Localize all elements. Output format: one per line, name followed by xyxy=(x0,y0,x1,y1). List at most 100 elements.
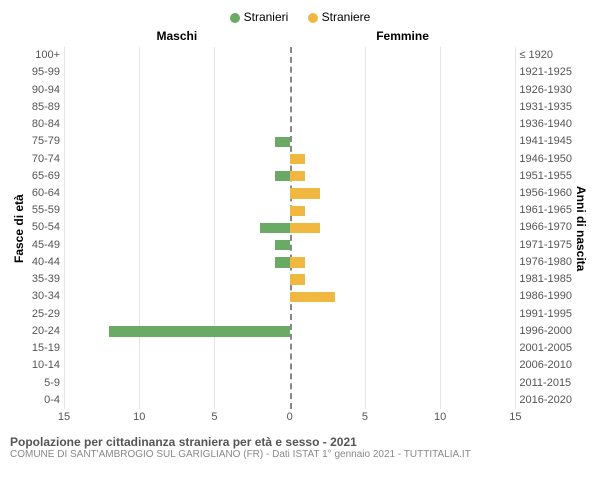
chart-source: COMUNE DI SANT'AMBROGIO SUL GARIGLIANO (… xyxy=(10,449,590,460)
age-label: 70-74 xyxy=(28,150,64,167)
pyramid-chart: Fasce di età 100+95-9990-9485-8980-8475-… xyxy=(10,29,590,429)
data-row xyxy=(64,271,515,288)
x-tick: 10 xyxy=(434,411,446,423)
age-label: 75-79 xyxy=(28,133,64,150)
birth-label: 1976-1980 xyxy=(515,254,572,271)
x-tick: 5 xyxy=(211,411,217,423)
birth-labels: ≤ 19201921-19251926-19301931-19351936-19… xyxy=(515,29,572,429)
circle-icon xyxy=(230,13,240,23)
male-bar xyxy=(109,326,290,336)
legend-female: Straniere xyxy=(308,10,371,24)
age-label: 0-4 xyxy=(28,392,64,409)
male-bar xyxy=(275,171,290,181)
birth-label: 2001-2005 xyxy=(515,340,572,357)
data-row xyxy=(64,116,515,133)
birth-label: 1981-1985 xyxy=(515,271,572,288)
birth-label: 1936-1940 xyxy=(515,116,572,133)
birth-label: 1971-1975 xyxy=(515,237,572,254)
data-row xyxy=(64,64,515,81)
female-bar xyxy=(290,223,320,233)
male-bar xyxy=(260,223,290,233)
female-bar xyxy=(290,257,305,267)
age-label: 25-29 xyxy=(28,306,64,323)
data-row xyxy=(64,392,515,409)
age-label: 80-84 xyxy=(28,116,64,133)
birth-label: 1961-1965 xyxy=(515,202,572,219)
birth-label: 2011-2015 xyxy=(515,374,572,391)
birth-label: 2016-2020 xyxy=(515,392,572,409)
data-row xyxy=(64,150,515,167)
data-row xyxy=(64,357,515,374)
birth-label: 2006-2010 xyxy=(515,357,572,374)
legend-male: Stranieri xyxy=(230,10,289,24)
data-row xyxy=(64,81,515,98)
birth-label: 1986-1990 xyxy=(515,288,572,305)
data-row xyxy=(64,168,515,185)
legend-male-label: Stranieri xyxy=(244,10,289,24)
age-label: 45-49 xyxy=(28,237,64,254)
x-tick: 0 xyxy=(287,411,293,423)
male-bar xyxy=(275,240,290,250)
male-bar xyxy=(275,137,290,147)
female-bar xyxy=(290,274,305,284)
age-label: 40-44 xyxy=(28,254,64,271)
birth-label: 1966-1970 xyxy=(515,219,572,236)
age-label: 100+ xyxy=(28,47,64,64)
age-label: 50-54 xyxy=(28,219,64,236)
x-axis: 15105051015 xyxy=(64,409,515,429)
birth-label: 1946-1950 xyxy=(515,150,572,167)
age-label: 85-89 xyxy=(28,99,64,116)
age-label: 60-64 xyxy=(28,185,64,202)
female-bar xyxy=(290,154,305,164)
male-bar xyxy=(275,257,290,267)
header-female: Femmine xyxy=(290,29,516,47)
chart-rows xyxy=(64,47,515,409)
age-labels: 100+95-9990-9485-8980-8475-7970-7465-696… xyxy=(28,29,64,429)
x-tick: 10 xyxy=(133,411,145,423)
data-row xyxy=(64,237,515,254)
legend: Stranieri Straniere xyxy=(10,10,590,24)
birth-label: 1951-1955 xyxy=(515,168,572,185)
age-label: 20-24 xyxy=(28,323,64,340)
female-bar xyxy=(290,292,335,302)
data-row xyxy=(64,323,515,340)
birth-label: 1941-1945 xyxy=(515,133,572,150)
data-row xyxy=(64,254,515,271)
x-tick: 15 xyxy=(58,411,70,423)
data-row xyxy=(64,374,515,391)
circle-icon xyxy=(308,13,318,23)
data-row xyxy=(64,99,515,116)
age-label: 55-59 xyxy=(28,202,64,219)
y-axis-right-title: Anni di nascita xyxy=(572,29,590,429)
data-row xyxy=(64,185,515,202)
female-bar xyxy=(290,171,305,181)
age-label: 65-69 xyxy=(28,168,64,185)
data-row xyxy=(64,306,515,323)
data-row xyxy=(64,340,515,357)
birth-label: 1921-1925 xyxy=(515,64,572,81)
x-tick: 5 xyxy=(362,411,368,423)
data-row xyxy=(64,219,515,236)
data-row xyxy=(64,202,515,219)
age-label: 30-34 xyxy=(28,288,64,305)
female-bar xyxy=(290,206,305,216)
age-label: 35-39 xyxy=(28,271,64,288)
chart-title: Popolazione per cittadinanza straniera p… xyxy=(10,435,590,449)
x-tick: 15 xyxy=(509,411,521,423)
birth-label: 1931-1935 xyxy=(515,99,572,116)
age-label: 15-19 xyxy=(28,340,64,357)
age-label: 95-99 xyxy=(28,64,64,81)
birth-label: ≤ 1920 xyxy=(515,47,572,64)
birth-label: 1996-2000 xyxy=(515,323,572,340)
age-label: 5-9 xyxy=(28,374,64,391)
birth-label: 1926-1930 xyxy=(515,81,572,98)
data-row xyxy=(64,288,515,305)
data-row xyxy=(64,47,515,64)
age-label: 90-94 xyxy=(28,81,64,98)
legend-female-label: Straniere xyxy=(322,10,371,24)
female-bar xyxy=(290,188,320,198)
birth-label: 1956-1960 xyxy=(515,185,572,202)
data-row xyxy=(64,133,515,150)
plot-area: Maschi Femmine 15105051015 xyxy=(64,29,515,429)
age-label: 10-14 xyxy=(28,357,64,374)
